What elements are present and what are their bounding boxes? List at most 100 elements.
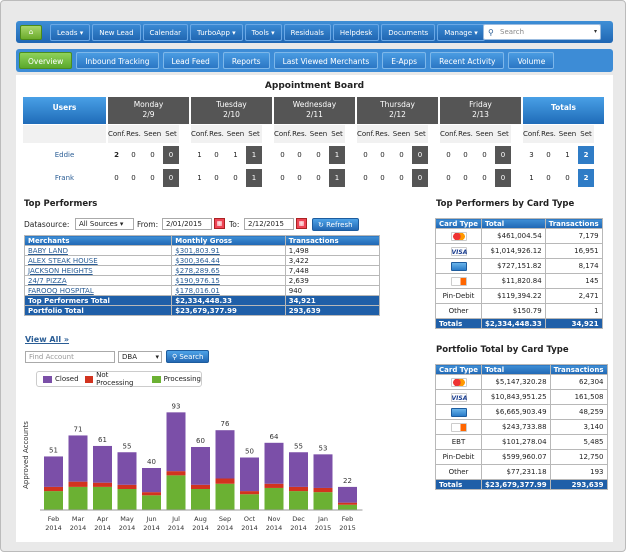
bar-closed[interactable] [68,435,88,482]
board-cell[interactable]: 0 [163,169,179,187]
board-cell[interactable]: 0 [308,146,329,164]
bar-processing[interactable] [166,475,186,510]
bar-processing[interactable] [264,487,284,510]
board-cell[interactable]: 0 [391,169,412,187]
board-cell[interactable]: 0 [274,146,291,164]
nav-item[interactable]: Tools ▾ [244,23,282,41]
bar-not-processing[interactable] [313,487,333,493]
board-cell[interactable]: 0 [457,146,474,164]
bar-closed[interactable] [166,412,186,472]
merchant-link[interactable]: FAROOQ HOSPITAL [23,285,173,296]
bar-closed[interactable] [338,486,357,503]
board-cell[interactable]: 0 [440,169,457,187]
board-cell[interactable]: 0 [374,146,391,164]
from-date-input[interactable]: 2/01/2015 [162,218,212,230]
board-cell[interactable]: 0 [495,146,511,164]
bar-processing[interactable] [191,489,210,510]
gross-link[interactable]: $278,289.65 [171,265,286,276]
board-cell[interactable]: 0 [457,169,474,187]
board-cell[interactable]: 1 [246,169,262,187]
bar-not-processing[interactable] [264,483,284,488]
board-cell[interactable]: 0 [291,146,308,164]
merchant-link[interactable]: ALEX STEAK HOUSE [23,255,173,266]
bar-closed[interactable] [289,452,308,487]
board-cell[interactable]: 1 [246,146,262,164]
bar-not-processing[interactable] [117,484,137,489]
board-cell[interactable]: 0 [374,169,391,187]
gross-link[interactable]: $301,803.91 [171,245,286,256]
board-cell[interactable]: 0 [495,169,511,187]
bar-processing[interactable] [68,486,88,510]
user-link[interactable]: Eddie [23,146,106,164]
board-cell[interactable]: 0 [474,169,495,187]
board-cell[interactable]: 0 [357,169,374,187]
nav-item[interactable]: Manage ▾ [437,23,485,41]
bar-not-processing[interactable] [142,492,161,496]
board-cell[interactable]: 0 [308,169,329,187]
bar-processing[interactable] [93,486,112,510]
board-cell[interactable]: 0 [125,146,142,164]
board-cell[interactable]: 0 [474,146,495,164]
view-all-link[interactable]: View All » [25,335,70,344]
tab[interactable]: Lead Feed [162,52,219,69]
bar-closed[interactable] [240,457,259,492]
board-cell[interactable]: 2 [108,146,125,164]
board-cell[interactable]: 0 [440,146,457,164]
gross-link[interactable]: $300,364.44 [171,255,286,266]
chevron-down-icon[interactable]: ▾ [593,28,597,35]
find-type-select[interactable]: DBA ▾ [118,351,162,363]
nav-item[interactable]: Documents [381,23,436,41]
tab[interactable]: Inbound Tracking [76,52,159,69]
to-date-input[interactable]: 2/12/2015 [244,218,294,230]
tab[interactable]: Reports [222,52,270,69]
merchant-link[interactable]: BABY LAND [23,245,173,256]
board-cell[interactable]: 0 [142,169,163,187]
bar-not-processing[interactable] [338,502,357,505]
bar-not-processing[interactable] [215,478,235,484]
bar-not-processing[interactable] [191,484,210,489]
board-cell[interactable]: 0 [208,146,225,164]
datasource-select[interactable]: All Sources ▾ [75,218,134,230]
search-box[interactable]: ⚲ Search ▾ [483,24,601,40]
board-cell[interactable]: 0 [357,146,374,164]
bar-closed[interactable] [117,452,137,485]
board-cell[interactable]: 0 [225,169,246,187]
tab[interactable]: Recent Activity [430,52,505,69]
board-cell[interactable]: 0 [108,169,125,187]
nav-item[interactable]: Calendar [142,23,188,41]
bar-not-processing[interactable] [44,486,63,492]
board-cell[interactable]: 0 [412,169,428,187]
board-cell[interactable]: 0 [412,146,428,164]
nav-item[interactable]: Helpdesk [332,23,380,41]
bar-not-processing[interactable] [289,486,308,492]
bar-closed[interactable] [215,430,235,479]
board-cell[interactable]: 0 [142,146,163,164]
bar-processing[interactable] [142,495,161,510]
board-cell[interactable]: 1 [191,169,208,187]
nav-item[interactable]: TurboApp ▾ [190,23,243,41]
bar-not-processing[interactable] [93,482,112,487]
bar-closed[interactable] [142,468,161,493]
tab[interactable]: Overview [19,52,73,69]
bar-processing[interactable] [313,492,333,510]
board-cell[interactable]: 0 [163,146,179,164]
home-button[interactable]: ⌂ [20,24,42,40]
bar-closed[interactable] [93,445,112,483]
bar-processing[interactable] [338,504,357,510]
bar-processing[interactable] [117,489,137,510]
nav-item[interactable]: Residuals [283,23,331,41]
merchant-link[interactable]: 24/7 PIZZA [23,275,173,286]
tab[interactable]: Volume [508,52,555,69]
bar-closed[interactable] [44,456,63,487]
bar-closed[interactable] [191,447,210,485]
bar-closed[interactable] [313,454,333,488]
tab[interactable]: E-Apps [382,52,427,69]
find-account-input[interactable]: Find Account [25,351,115,363]
board-cell[interactable]: 0 [208,169,225,187]
bar-processing[interactable] [215,483,235,510]
tab[interactable]: Last Viewed Merchants [273,52,379,69]
legend-item[interactable]: Not Processing [84,371,146,387]
board-cell[interactable]: 1 [329,146,345,164]
board-cell[interactable]: 0 [291,169,308,187]
board-cell[interactable]: 0 [125,169,142,187]
